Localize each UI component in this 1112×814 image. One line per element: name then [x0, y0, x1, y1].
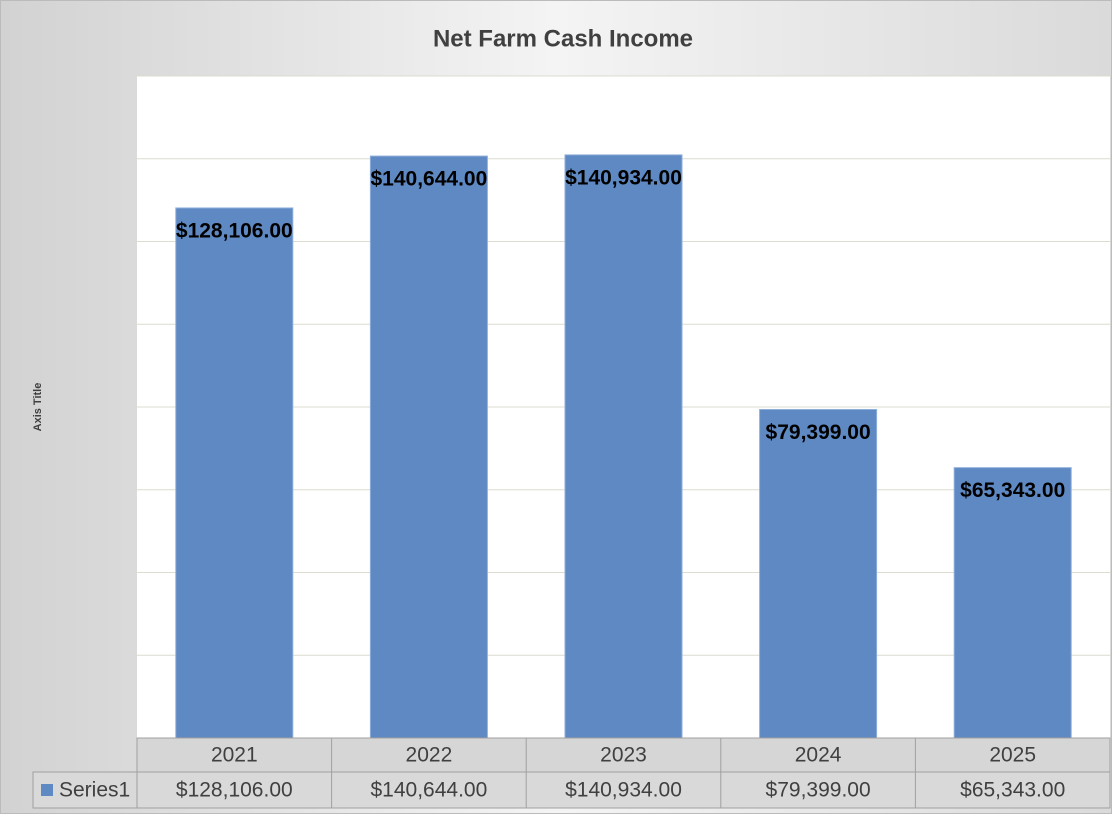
x-tick-label: 2022: [406, 744, 453, 767]
bar: [953, 467, 1072, 739]
x-tick-label: 2025: [989, 744, 1036, 767]
x-tick-label: 2024: [795, 744, 842, 767]
table-cell: $65,343.00: [960, 779, 1065, 802]
table-cell: $128,106.00: [176, 779, 293, 802]
data-label: $65,343.00: [960, 479, 1065, 502]
table-cell: $79,399.00: [766, 779, 871, 802]
data-label: $128,106.00: [176, 220, 293, 243]
data-label: $140,934.00: [565, 166, 682, 189]
table-cell: $140,644.00: [371, 779, 488, 802]
bar: [175, 207, 294, 739]
bar: [369, 155, 488, 739]
table-body-row: [32, 771, 1111, 809]
table-header-row: [136, 737, 1111, 773]
x-tick-label: 2023: [600, 744, 647, 767]
bar: [759, 408, 878, 739]
data-label: $140,644.00: [371, 168, 488, 191]
table-cell: $140,934.00: [565, 779, 682, 802]
y-axis-title: Axis Title: [32, 383, 44, 432]
legend-label: Series1: [59, 779, 130, 802]
bar: [564, 154, 683, 739]
legend-key: [41, 784, 53, 796]
data-label: $79,399.00: [766, 421, 871, 444]
x-tick-label: 2021: [211, 744, 258, 767]
chart-title: Net Farm Cash Income: [433, 25, 693, 52]
